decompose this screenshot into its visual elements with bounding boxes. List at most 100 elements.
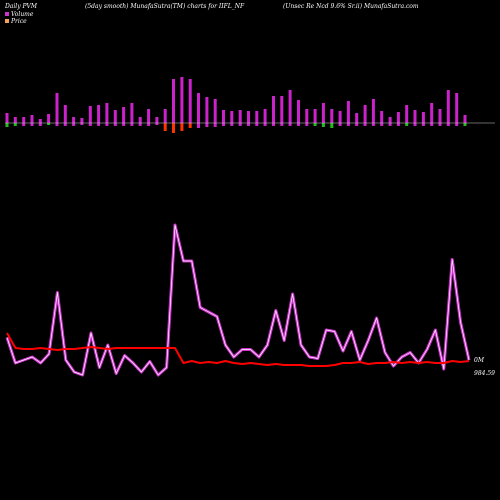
volume-bar-up: [297, 100, 300, 123]
volume-bar-down: [380, 123, 384, 126]
volume-bar-up: [205, 97, 209, 123]
volume-bar-down: [346, 123, 350, 126]
volume-bar-up: [38, 119, 42, 123]
volume-bar-up: [172, 79, 175, 123]
volume-bar-down: [263, 123, 267, 126]
volume-bar-up: [413, 110, 417, 123]
volume-bar-down: [72, 123, 76, 126]
volume-bar-up: [272, 96, 275, 123]
volume-bar-up: [180, 77, 184, 123]
volume-bar-down: [405, 123, 409, 126]
line-series: [5, 223, 471, 377]
volume-bar-down: [313, 123, 317, 126]
volume-bar-up: [5, 113, 9, 123]
volume-bar-up: [188, 79, 192, 123]
volume-line: [6, 224, 470, 376]
volume-bar-down: [113, 123, 117, 126]
volume-bar-up: [421, 112, 425, 123]
volume-bar-up: [155, 117, 159, 123]
volume-bar-up: [371, 99, 375, 123]
volume-bar-down: [147, 123, 151, 126]
volume-bar-up: [255, 111, 259, 123]
volume-bar-down: [463, 123, 467, 126]
volume-bar-up: [280, 96, 284, 123]
volume-bar-up: [22, 117, 26, 123]
volume-bar-down: [97, 123, 101, 126]
volume-bar-up: [438, 109, 442, 123]
volume-bar-down: [80, 123, 84, 125]
volume-bar-up: [288, 90, 292, 123]
legend-volume-swatch: [5, 12, 9, 16]
volume-bar-up: [346, 101, 350, 123]
volume-bar-down: [13, 123, 17, 126]
volume-bar-down: [172, 123, 175, 133]
price-last-label: 984.59: [474, 370, 495, 377]
volume-bar-up: [463, 115, 467, 123]
volume-bar-up: [72, 117, 76, 123]
volume-bar-down: [47, 123, 51, 125]
volume-bar-up: [30, 115, 34, 123]
volume-bar-down: [446, 123, 450, 126]
volume-bar-up: [130, 103, 134, 123]
header-right: (Unsec Re Ncd 9.6% Sr.ii) MunafaSutra.co…: [283, 3, 419, 10]
volume-bar-up: [97, 105, 101, 123]
volume-bar-down: [88, 123, 92, 126]
volume-bar-down: [338, 123, 342, 126]
volume-bar-up: [321, 103, 325, 123]
price-line: [6, 332, 470, 367]
volume-bar-up: [80, 118, 84, 123]
volume-bar-down: [197, 123, 200, 128]
volume-bar-up: [138, 117, 142, 123]
volume-bar-up: [163, 109, 167, 123]
volume-bar-up: [238, 110, 242, 123]
volume-bar-down: [430, 123, 434, 126]
volume-bar-down: [138, 123, 142, 126]
volume-bar-up: [446, 90, 450, 123]
volume-bar-up: [430, 103, 434, 123]
header-middle: (5day smooth) MunafaSutra(TM) charts for…: [85, 3, 245, 10]
volume-bar-up: [13, 117, 17, 123]
volume-bar-down: [213, 123, 217, 127]
volume-bar-up: [63, 105, 67, 123]
volume-bar-down: [255, 123, 259, 126]
volume-bar-down: [363, 123, 367, 126]
volume-bar-up: [230, 111, 234, 123]
volume-bar-up: [197, 93, 200, 123]
volume-bar-up: [455, 93, 459, 123]
volume-bar-down: [30, 123, 34, 126]
volume-bar-down: [388, 123, 392, 126]
header-left: Daily PVM: [4, 3, 38, 10]
volume-bar-down: [105, 123, 109, 126]
volume-bar-up: [147, 109, 151, 123]
volume-bar-down: [396, 123, 400, 126]
volume-last-label: 0M: [474, 357, 485, 364]
volume-bar-up: [330, 109, 334, 123]
volume-bar-down: [321, 123, 325, 127]
volume-bar-up: [388, 117, 392, 123]
volume-bar-down: [247, 123, 250, 126]
volume-bar-up: [88, 106, 92, 123]
legend: Volume Price: [5, 11, 34, 25]
volume-bar-down: [297, 123, 300, 126]
volume-bar-up: [380, 111, 384, 123]
legend-volume-label: Volume: [11, 11, 34, 18]
volume-bar-down: [22, 123, 26, 126]
volume-bar-down: [38, 123, 42, 126]
volume-bar-down: [188, 123, 192, 128]
volume-bar-up: [113, 110, 117, 123]
volume-bar-down: [5, 123, 9, 127]
volume-bar-down: [355, 123, 359, 126]
volume-bar-up: [405, 105, 409, 123]
volume-bar-up: [122, 107, 126, 123]
volume-bar-up: [222, 110, 225, 123]
volume-bar-down: [413, 123, 417, 126]
volume-bar-up: [105, 103, 109, 123]
volume-bar-up: [213, 99, 217, 123]
volume-bar-up: [263, 109, 267, 123]
volume-bar-up: [313, 109, 317, 123]
volume-bar-up: [247, 111, 250, 123]
volume-bar-down: [238, 123, 242, 126]
volume-bar-down: [288, 123, 292, 126]
volume-bar-up: [338, 111, 342, 123]
